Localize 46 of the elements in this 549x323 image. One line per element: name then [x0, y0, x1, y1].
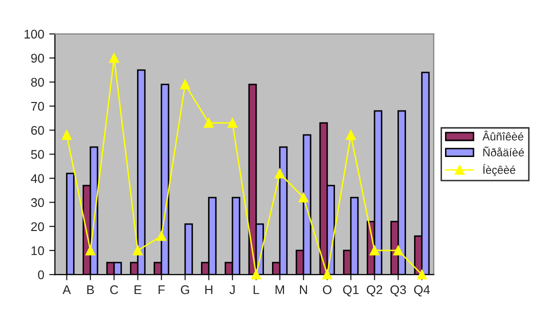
point [417, 270, 427, 280]
x-tick-label: G [180, 285, 190, 294]
point [204, 118, 214, 128]
x-tick-label: B [87, 285, 94, 294]
x-tick-label: Q3 [390, 285, 406, 296]
point [274, 168, 285, 178]
y-tick-label: 40 [30, 174, 44, 183]
x-tick-label: F [158, 285, 165, 294]
x-tick-label: Q4 [414, 285, 430, 296]
point [251, 270, 262, 280]
point [228, 118, 238, 128]
point [370, 246, 380, 256]
x-tick-label: H [205, 285, 212, 294]
point [86, 246, 96, 256]
y-tick-label: 20 [31, 222, 44, 232]
x-tick-label: E [134, 285, 142, 294]
y-tick-label: 60 [31, 126, 44, 135]
y-tick-label: 100 [24, 30, 44, 39]
x-tick-label: Q2 [366, 285, 382, 296]
legend-label: Âûñîêèé [482, 130, 524, 140]
x-tick-label: M [276, 285, 284, 294]
point [180, 80, 190, 90]
point [62, 130, 72, 140]
legend-label: Íèçêèé [483, 164, 516, 176]
point [393, 246, 404, 256]
point [109, 53, 119, 63]
point [346, 130, 356, 140]
y-tick-label: 0 [38, 270, 44, 280]
x-tick-label: C [110, 285, 118, 294]
point [298, 192, 308, 202]
x-tick-label: O [322, 285, 332, 294]
legend-label: Ñðåäíèé [483, 146, 524, 156]
x-tick-label: J [230, 285, 235, 294]
y-tick-label: 10 [32, 246, 44, 256]
y-tick-label: 90 [31, 54, 44, 63]
x-tick-label: Q1 [343, 285, 359, 296]
y-tick-label: 80 [31, 78, 44, 87]
point [156, 231, 166, 241]
x-tick-label: N [300, 285, 307, 294]
point [322, 270, 332, 280]
x-tick-label: A [62, 285, 71, 294]
y-tick-label: 70 [31, 102, 44, 111]
x-tick-label: L [254, 285, 260, 294]
point [132, 246, 143, 256]
y-tick-label: 50 [31, 150, 44, 159]
y-tick-label: 30 [31, 198, 44, 208]
